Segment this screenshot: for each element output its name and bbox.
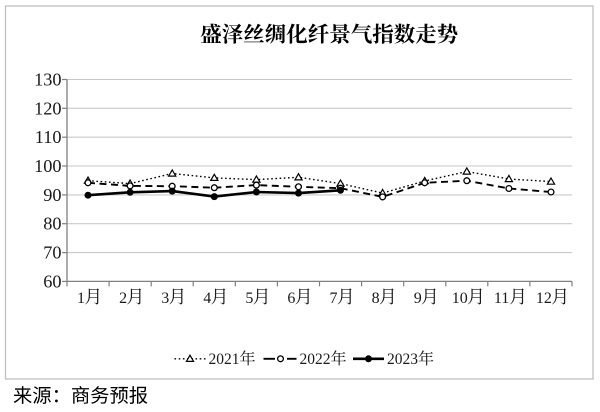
svg-text:12: 12: [536, 290, 552, 307]
svg-text:5: 5: [245, 290, 253, 307]
svg-text:2022: 2022: [300, 351, 331, 368]
svg-text:8: 8: [372, 290, 380, 307]
svg-text:90: 90: [43, 185, 61, 205]
svg-text:4: 4: [203, 290, 211, 307]
svg-text:80: 80: [43, 214, 61, 234]
svg-text:100: 100: [34, 156, 61, 176]
svg-text:9: 9: [414, 290, 422, 307]
svg-text:120: 120: [34, 98, 61, 118]
svg-text:3: 3: [161, 290, 169, 307]
svg-text:7: 7: [330, 290, 338, 307]
svg-text:1: 1: [77, 290, 85, 307]
svg-text:2021: 2021: [209, 351, 240, 368]
svg-text:60: 60: [43, 271, 61, 291]
svg-text:2023: 2023: [387, 351, 418, 368]
svg-text:6: 6: [287, 290, 295, 307]
svg-text:70: 70: [43, 243, 61, 263]
svg-text:110: 110: [35, 127, 62, 147]
svg-text:10: 10: [452, 290, 468, 307]
svg-text:130: 130: [34, 70, 61, 90]
svg-text:11: 11: [494, 290, 509, 307]
svg-text:2: 2: [119, 290, 127, 307]
